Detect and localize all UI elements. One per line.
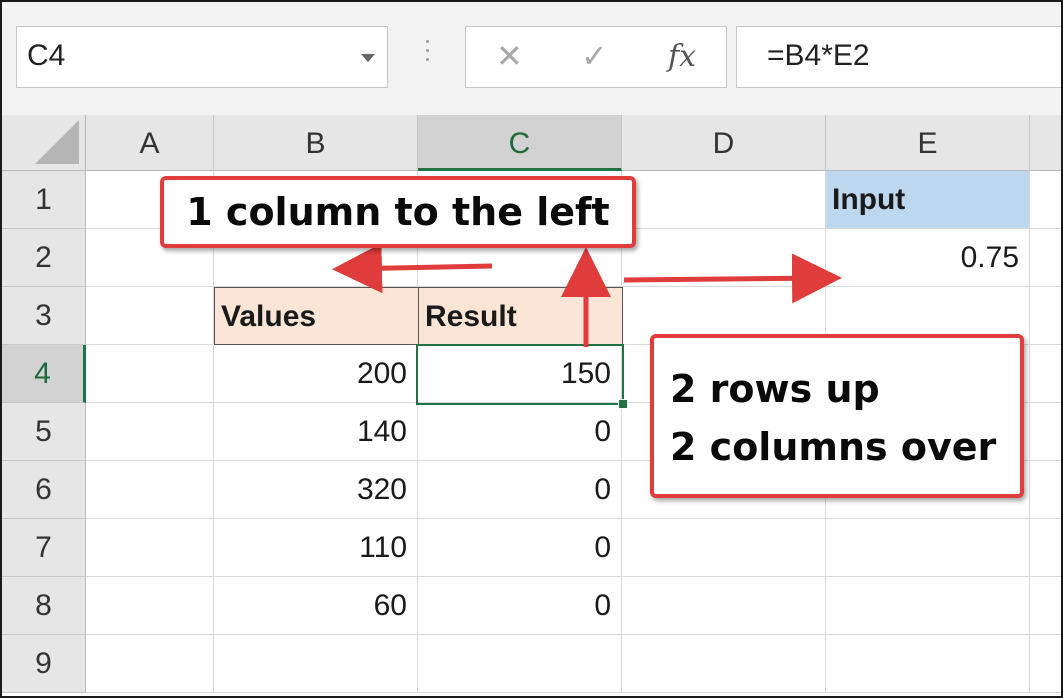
- cell-f1[interactable]: [1030, 171, 1061, 229]
- cell-a8[interactable]: [86, 577, 214, 635]
- formula-bar: C4 ✕ ✓ fx =B4*E2: [2, 2, 1061, 116]
- cell-e7[interactable]: [826, 519, 1030, 577]
- fill-handle[interactable]: [618, 399, 628, 409]
- cell-c5[interactable]: 0: [418, 403, 622, 461]
- column-header-f[interactable]: [1030, 115, 1061, 171]
- cell-e1[interactable]: Input: [826, 171, 1030, 229]
- cell-a9[interactable]: [86, 635, 214, 693]
- cell-c7[interactable]: 0: [418, 519, 622, 577]
- column-header-a[interactable]: A: [86, 115, 214, 171]
- cell-a7[interactable]: [86, 519, 214, 577]
- cell-f5[interactable]: [1030, 403, 1061, 461]
- select-all-icon: [35, 120, 79, 164]
- cell-c4[interactable]: 150: [418, 345, 622, 403]
- name-box[interactable]: C4: [16, 26, 388, 88]
- name-box-value: C4: [27, 39, 66, 72]
- cell-e6[interactable]: [826, 461, 1030, 519]
- cell-c6[interactable]: 0: [418, 461, 622, 519]
- cell-a5[interactable]: [86, 403, 214, 461]
- cell-b4[interactable]: 200: [214, 345, 418, 403]
- cell-c2[interactable]: [418, 229, 622, 287]
- enter-icon[interactable]: ✓: [581, 38, 608, 74]
- cell-f9[interactable]: [1030, 635, 1061, 693]
- row-header-9[interactable]: 9: [2, 635, 86, 693]
- column-header-b[interactable]: B: [214, 115, 418, 171]
- cell-d9[interactable]: [622, 635, 826, 693]
- cell-e2[interactable]: 0.75: [826, 229, 1030, 287]
- cell-b2[interactable]: [214, 229, 418, 287]
- cell-b5[interactable]: 140: [214, 403, 418, 461]
- row-header-6[interactable]: 6: [2, 461, 86, 519]
- cell-a3[interactable]: [86, 287, 214, 345]
- active-cell-border: [416, 344, 624, 405]
- column-header-d[interactable]: D: [622, 115, 826, 171]
- callout-left: 1 column to the left: [160, 176, 636, 248]
- drag-handle-icon[interactable]: [426, 40, 430, 70]
- row-header-7[interactable]: 7: [2, 519, 86, 577]
- row-header-2[interactable]: 2: [2, 229, 86, 287]
- cell-d8[interactable]: [622, 577, 826, 635]
- formula-input[interactable]: =B4*E2: [736, 26, 1061, 88]
- cell-b9[interactable]: [214, 635, 418, 693]
- cell-d1[interactable]: [622, 171, 826, 229]
- cell-b6[interactable]: 320: [214, 461, 418, 519]
- row-header-8[interactable]: 8: [2, 577, 86, 635]
- cell-f7[interactable]: [1030, 519, 1061, 577]
- cell-f8[interactable]: [1030, 577, 1061, 635]
- cell-f4[interactable]: [1030, 345, 1061, 403]
- arrow-left: [332, 243, 493, 294]
- row-header-4[interactable]: 4: [2, 345, 86, 403]
- cell-b8[interactable]: 60: [214, 577, 418, 635]
- chevron-down-icon[interactable]: [361, 54, 375, 62]
- cell-a2[interactable]: [86, 229, 214, 287]
- column-header-e[interactable]: E: [826, 115, 1030, 171]
- cell-b7[interactable]: 110: [214, 519, 418, 577]
- arrow-right: [623, 253, 842, 304]
- cell-c8[interactable]: 0: [418, 577, 622, 635]
- callout-right: 2 rows up 2 columns over: [650, 334, 1024, 498]
- cell-d7[interactable]: [622, 519, 826, 577]
- cell-a6[interactable]: [86, 461, 214, 519]
- column-header-c[interactable]: C: [418, 115, 622, 171]
- cancel-icon[interactable]: ✕: [496, 38, 523, 74]
- formula-text: =B4*E2: [767, 39, 870, 72]
- cell-e9[interactable]: [826, 635, 1030, 693]
- row-header-1[interactable]: 1: [2, 171, 86, 229]
- insert-function-icon[interactable]: fx: [668, 39, 697, 74]
- cell-e8[interactable]: [826, 577, 1030, 635]
- cell-c9[interactable]: [418, 635, 622, 693]
- select-all-button[interactable]: [2, 115, 86, 171]
- row-header-5[interactable]: 5: [2, 403, 86, 461]
- callout-left-text: 1 column to the left: [186, 190, 610, 234]
- cell-f2[interactable]: [1030, 229, 1061, 287]
- cell-b3[interactable]: Values: [214, 287, 419, 345]
- cell-f6[interactable]: [1030, 461, 1061, 519]
- callout-right-line2: 2 columns over: [670, 425, 997, 469]
- callout-right-line1: 2 rows up: [670, 367, 880, 411]
- cell-f3[interactable]: [1030, 287, 1061, 345]
- row-header-3[interactable]: 3: [2, 287, 86, 345]
- formula-buttons: ✕ ✓ fx: [465, 26, 727, 88]
- cell-a4[interactable]: [86, 345, 214, 403]
